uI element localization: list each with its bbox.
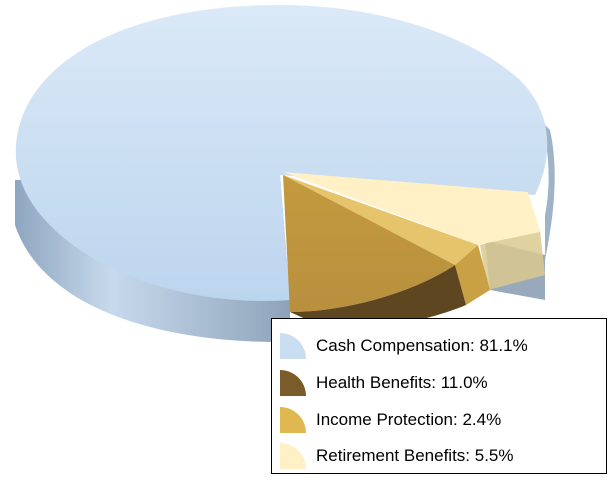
- legend-item-retirement-benefits: Retirement Benefits: 5.5%: [278, 441, 513, 471]
- health-benefits-side: [290, 265, 466, 330]
- health-benefits-top: [283, 175, 455, 312]
- retirement-benefits-side: [480, 230, 545, 290]
- legend-swatch-retirement-benefits: [280, 443, 306, 469]
- chart-legend: Cash Compensation: 81.1% Health Benefits…: [271, 318, 607, 474]
- legend-swatch-health-benefits: [280, 370, 306, 396]
- pie-slice-retirement-benefits: [283, 172, 545, 290]
- legend-label-retirement-benefits: Retirement Benefits: 5.5%: [316, 446, 514, 465]
- legend-swatch-cash-compensation: [280, 333, 306, 359]
- cash-compensation-side-right: [540, 120, 555, 260]
- legend-label-health-benefits: Health Benefits: 11.0%: [316, 373, 488, 392]
- legend-label-income-protection: Income Protection: 2.4%: [316, 410, 502, 429]
- retirement-benefits-top: [283, 172, 540, 245]
- pie-slice-health-benefits: [283, 175, 466, 330]
- cash-compensation-top: [15, 5, 548, 301]
- legend-swatch-income-protection: [280, 407, 306, 433]
- legend-item-income-protection: Income Protection: 2.4%: [278, 405, 501, 435]
- income-protection-top: [283, 175, 478, 265]
- pie-slice-cash-compensation: [15, 5, 555, 342]
- pie-slice-income-protection: [283, 175, 490, 305]
- legend-item-health-benefits: Health Benefits: 11.0%: [278, 368, 488, 398]
- legend-label-cash-compensation: Cash Compensation: 81.1%: [316, 336, 528, 355]
- income-protection-side: [455, 245, 490, 305]
- legend-item-cash-compensation: Cash Compensation: 81.1%: [278, 331, 528, 361]
